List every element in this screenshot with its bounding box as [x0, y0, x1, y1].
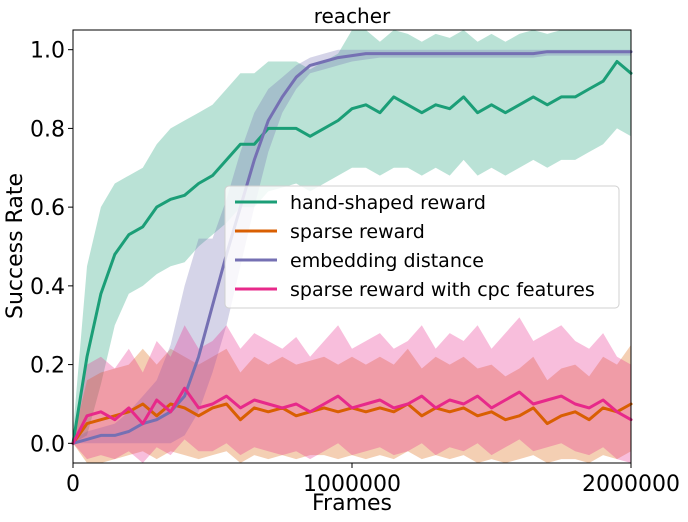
band-embedding-distance — [73, 49, 631, 444]
band-hand-shaped-reward — [73, 30, 631, 444]
series-lines — [71, 50, 633, 445]
x-axis-ticks: 0 1000000 2000000 — [66, 463, 680, 497]
legend-label: embedding distance — [290, 250, 484, 272]
legend: hand-shaped reward sparse reward embedding… — [224, 185, 620, 309]
legend-label: sparse reward with cpc features — [290, 279, 595, 301]
series-line-hand-shaped-reward — [71, 60, 633, 445]
legend-label: hand-shaped reward — [290, 192, 486, 214]
y-tick-label: 0.8 — [30, 117, 65, 142]
x-tick-label: 0 — [66, 472, 80, 497]
x-tick-label: 1000000 — [303, 472, 401, 497]
x-tick-label: 2000000 — [582, 472, 680, 497]
band-sparse-reward — [73, 344, 631, 463]
y-tick-label: 0.0 — [30, 432, 65, 457]
legend-items: hand-shaped reward sparse reward embedding… — [235, 192, 595, 301]
y-tick-label: 0.2 — [30, 354, 65, 379]
x-axis-title: Frames — [312, 491, 392, 516]
y-axis-title: Success Rate — [3, 173, 28, 319]
y-axis-ticks: 0.0 0.2 0.4 0.6 0.8 1.0 — [30, 39, 73, 457]
chart-title: reacher — [314, 4, 391, 28]
y-tick-label: 1.0 — [30, 39, 65, 64]
legend-frame — [224, 185, 620, 309]
y-tick-label: 0.4 — [30, 275, 65, 300]
y-tick-label: 0.6 — [30, 196, 65, 221]
confidence-bands — [73, 30, 631, 463]
series-line-embedding-distance — [71, 50, 633, 445]
band-sparse-reward-with-cpc-features — [73, 317, 631, 463]
series-line-sparse-reward-with-cpc-features — [71, 386, 633, 445]
legend-label: sparse reward — [290, 221, 425, 243]
